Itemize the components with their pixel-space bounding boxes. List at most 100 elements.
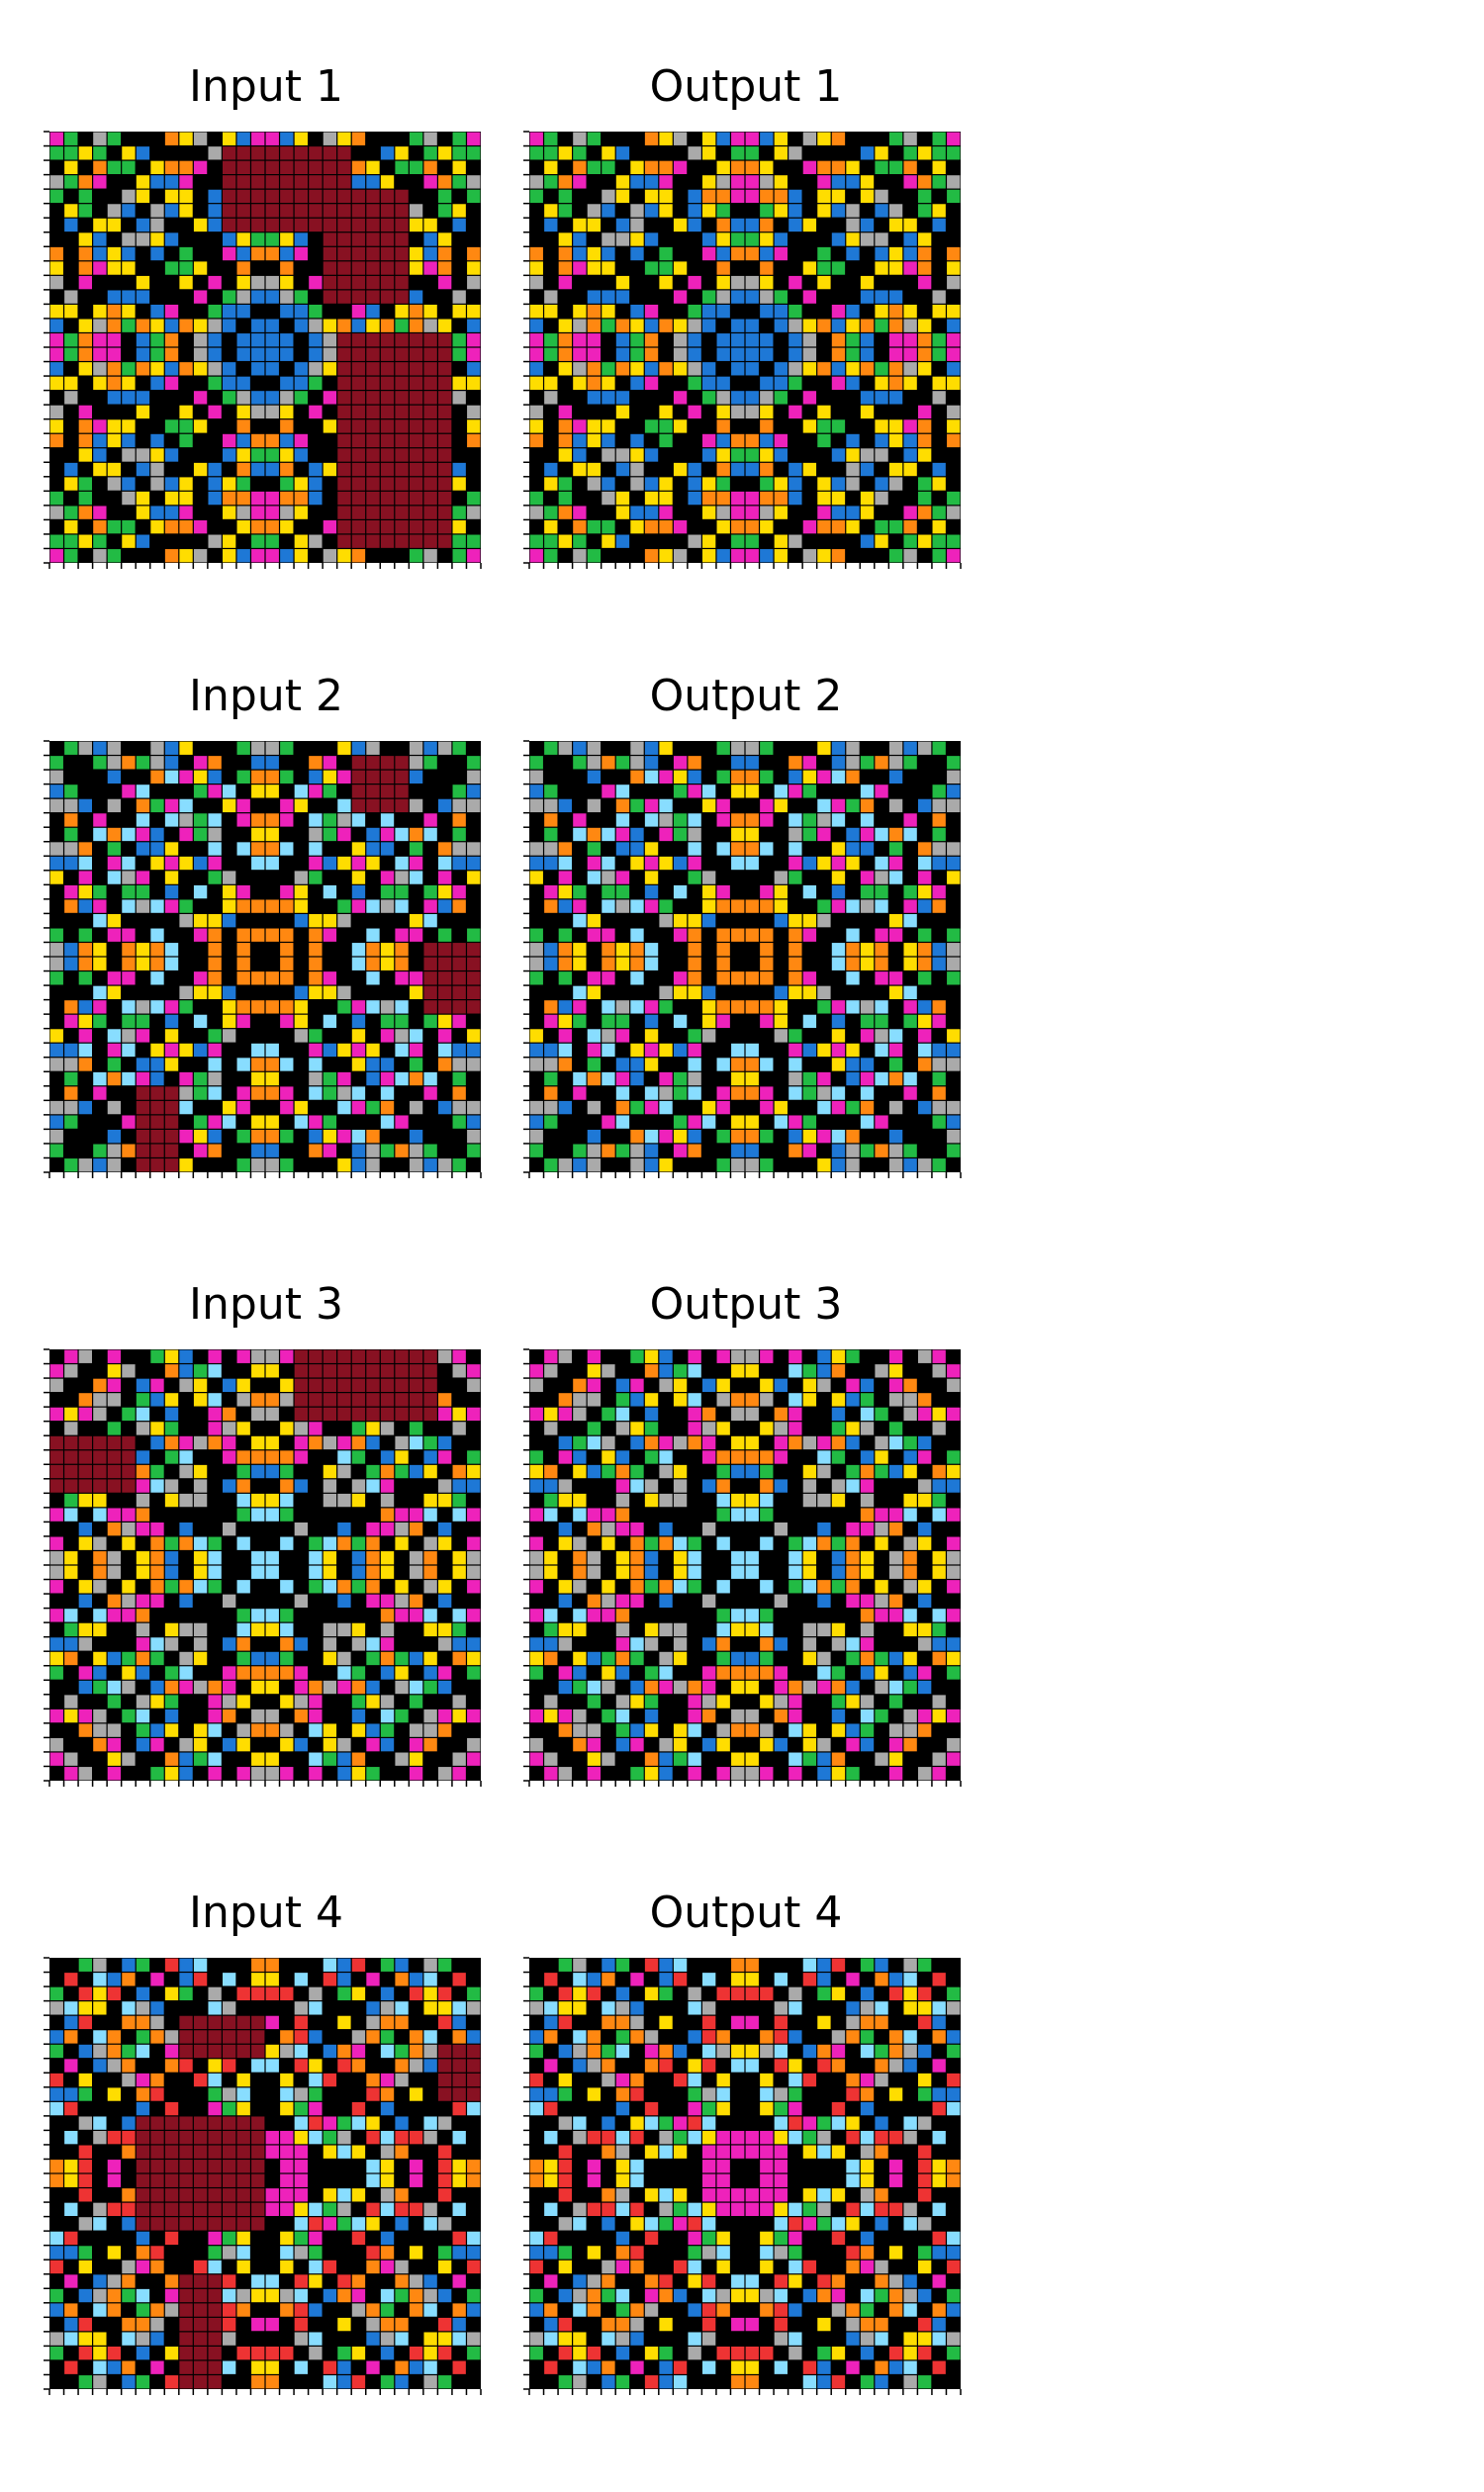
grid-cell: [544, 1508, 558, 1522]
grid-cell: [932, 462, 946, 477]
grid-cell: [932, 2173, 946, 2187]
grid-cell: [860, 2087, 875, 2101]
grid-cell: [947, 856, 961, 871]
grid-cell: [903, 376, 917, 390]
grid-cell: [323, 2288, 337, 2303]
grid-cell: [438, 1622, 452, 1637]
grid-cell: [587, 1435, 602, 1450]
grid-cell: [150, 1000, 164, 1014]
grid-cell: [438, 1349, 452, 1363]
grid-cell: [831, 1014, 846, 1029]
grid-cell: [265, 2347, 279, 2360]
grid-cell: [452, 1364, 466, 1378]
grid-cell: [716, 275, 730, 290]
grid-cell: [409, 2347, 423, 2360]
grid-cell: [888, 1973, 903, 1986]
grid-cell: [731, 448, 745, 462]
grid-cell: [323, 2116, 337, 2130]
grid-cell: [587, 549, 602, 563]
grid-cell: [659, 1130, 673, 1144]
masked-cell: [93, 1479, 107, 1493]
grid-cell: [309, 319, 323, 332]
grid-cell: [774, 132, 788, 145]
grid-cell: [409, 261, 423, 275]
grid-cell: [802, 1479, 817, 1493]
masked-cell: [164, 2145, 179, 2159]
grid-cell: [860, 2044, 875, 2059]
grid-cell: [731, 1767, 745, 1781]
grid-cell: [760, 741, 774, 755]
grid-cell: [280, 1450, 294, 1464]
grid-cell: [236, 1622, 250, 1637]
grid-cell: [409, 1158, 423, 1172]
grid-cell: [136, 1551, 150, 1565]
masked-cell: [467, 985, 481, 999]
grid-cell: [423, 1708, 437, 1723]
grid-cell: [659, 1100, 673, 1115]
grid-cell: [587, 1100, 602, 1115]
grid-cell: [294, 1680, 308, 1695]
grid-cell: [337, 549, 351, 563]
grid-cell: [918, 1767, 932, 1781]
grid-cell: [265, 448, 279, 462]
grid-cell: [817, 770, 831, 784]
grid-cell: [644, 175, 659, 189]
grid-cell: [673, 1071, 688, 1086]
masked-cell: [395, 275, 409, 290]
grid-cell: [208, 1986, 222, 2000]
grid-cell: [615, 1393, 630, 1407]
grid-cell: [122, 491, 136, 506]
masked-cell: [236, 2188, 250, 2202]
grid-cell: [860, 1637, 875, 1651]
grid-cell: [337, 2145, 351, 2159]
grid-cell: [544, 1086, 558, 1100]
grid-cell: [602, 2044, 615, 2059]
grid-cell: [846, 1349, 860, 1363]
masked-cell: [366, 275, 380, 290]
grid-cell: [93, 1565, 107, 1579]
grid-cell: [888, 305, 903, 319]
grid-cell: [731, 391, 745, 405]
grid-cell: [774, 175, 788, 189]
grid-cell: [875, 491, 888, 506]
grid-cell: [265, 1986, 279, 2000]
grid-cell: [107, 2030, 122, 2044]
grid-cell: [573, 827, 587, 842]
grid-cell: [164, 1622, 179, 1637]
grid-cell: [615, 943, 630, 957]
grid-cell: [587, 2059, 602, 2073]
grid-cell: [294, 305, 308, 319]
grid-cell: [107, 1695, 122, 1708]
grid-cell: [280, 1986, 294, 2000]
grid-cell: [688, 376, 701, 390]
grid-cell: [932, 2101, 946, 2116]
grid-cell: [831, 1666, 846, 1680]
grid-cell: [208, 971, 222, 985]
grid-cell: [280, 2073, 294, 2087]
grid-cell: [932, 1767, 946, 1781]
grid-cell: [438, 189, 452, 204]
grid-cell: [64, 2332, 78, 2346]
grid-cell: [932, 884, 946, 899]
grid-cell: [544, 462, 558, 477]
grid-cell: [438, 2288, 452, 2303]
masked-cell: [150, 2217, 164, 2231]
grid-cell: [251, 1364, 265, 1378]
masked-cell: [179, 2015, 193, 2030]
grid-cell: [774, 1680, 788, 1695]
grid-cell: [630, 1422, 644, 1435]
grid-cell: [918, 534, 932, 548]
grid-cell: [309, 1043, 323, 1058]
masked-cell: [409, 506, 423, 519]
grid-cell: [932, 1086, 946, 1100]
masked-cell: [438, 957, 452, 970]
grid-cell: [544, 1014, 558, 1029]
grid-cell: [366, 1479, 380, 1493]
grid-cell: [438, 2332, 452, 2346]
grid-cell: [366, 827, 380, 842]
grid-cell: [888, 1609, 903, 1622]
grid-cell: [918, 1349, 932, 1363]
grid-cell: [615, 813, 630, 827]
grid-cell: [467, 1364, 481, 1378]
masked-cell: [337, 290, 351, 304]
